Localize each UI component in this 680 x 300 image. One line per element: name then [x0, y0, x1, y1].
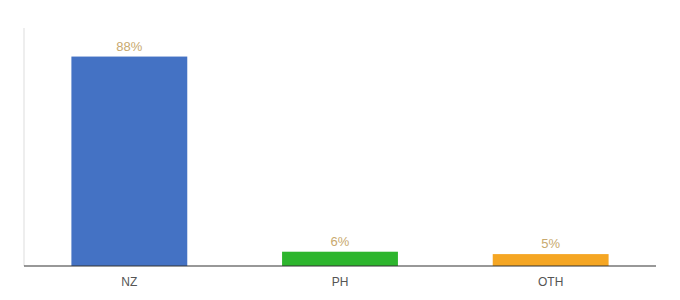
bar: [282, 252, 398, 266]
data-label: 6%: [331, 234, 350, 249]
chart: 88% 6% 5% NZ PH OTH: [0, 0, 680, 300]
x-axis: [24, 265, 656, 266]
y-range-line: [24, 28, 25, 266]
data-label: 88%: [116, 39, 142, 54]
x-tick-label: PH: [332, 275, 349, 289]
data-label: 5%: [541, 236, 560, 251]
bars: [71, 57, 608, 266]
x-tick-label: OTH: [538, 275, 563, 289]
bar: [71, 57, 187, 266]
x-tick-labels: NZ PH OTH: [121, 275, 563, 289]
data-labels: 88% 6% 5%: [116, 39, 560, 252]
x-tick-label: NZ: [121, 275, 137, 289]
bar: [493, 254, 609, 266]
chart-container: 88% 6% 5% NZ PH OTH: [0, 0, 680, 300]
